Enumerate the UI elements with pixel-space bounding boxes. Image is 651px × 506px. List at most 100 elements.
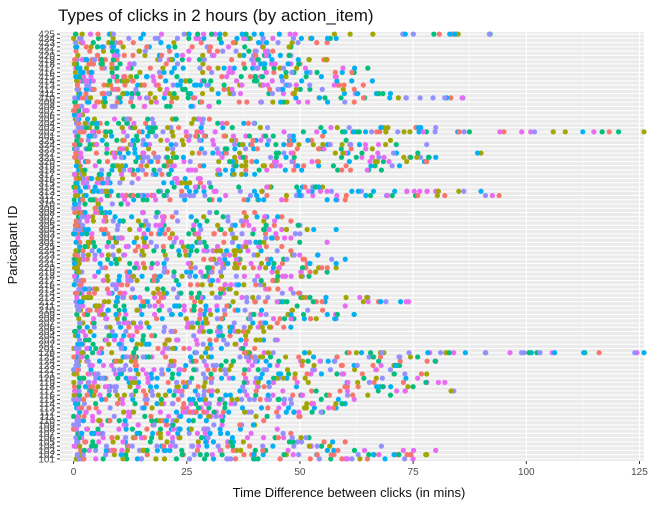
- data-point: [255, 379, 261, 386]
- data-point: [222, 256, 228, 262]
- data-point: [117, 150, 123, 156]
- data-point: [73, 74, 79, 80]
- data-point: [156, 290, 162, 296]
- data-point: [301, 316, 307, 322]
- data-point: [219, 452, 225, 458]
- data-point: [151, 273, 158, 279]
- data-point: [99, 90, 105, 97]
- data-point: [335, 167, 341, 173]
- data-point: [195, 31, 201, 37]
- data-point: [391, 452, 397, 458]
- data-point: [173, 116, 179, 122]
- data-point: [239, 82, 245, 88]
- data-point: [117, 40, 123, 46]
- data-point: [122, 435, 129, 441]
- data-point: [114, 282, 121, 288]
- y-tick-label: 211: [39, 301, 55, 312]
- data-point: [172, 443, 179, 449]
- data-point: [383, 129, 389, 135]
- data-point: [83, 409, 89, 415]
- data-point: [324, 197, 330, 203]
- data-point: [262, 299, 268, 305]
- data-point: [353, 154, 359, 160]
- data-point: [133, 133, 140, 139]
- data-point: [113, 299, 120, 305]
- data-point: [519, 129, 525, 135]
- data-point: [82, 439, 88, 445]
- data-point: [188, 426, 194, 432]
- data-point: [402, 388, 408, 394]
- data-point: [203, 362, 209, 369]
- data-point: [107, 405, 113, 411]
- data-point: [242, 307, 248, 313]
- data-point: [260, 82, 266, 88]
- y-tick-label: 205: [38, 327, 55, 338]
- data-point: [157, 74, 164, 80]
- data-point: [73, 222, 79, 228]
- y-tick-label: 420: [38, 51, 55, 62]
- data-point: [141, 150, 147, 156]
- data-point: [221, 133, 227, 139]
- data-point: [95, 175, 101, 182]
- data-point: [179, 392, 185, 398]
- data-point: [354, 362, 360, 369]
- y-tick-label: 418: [38, 59, 55, 70]
- data-point: [378, 299, 384, 305]
- data-point: [241, 379, 247, 386]
- data-point: [270, 379, 276, 386]
- data-point: [133, 345, 139, 352]
- data-point: [148, 158, 154, 165]
- data-point: [243, 239, 249, 245]
- data-point: [101, 299, 108, 305]
- data-point: [251, 311, 257, 318]
- data-point: [424, 371, 430, 377]
- data-point: [174, 303, 180, 309]
- data-point: [208, 184, 214, 190]
- data-point: [179, 447, 185, 453]
- data-point: [368, 129, 375, 135]
- data-point: [286, 141, 292, 148]
- data-point: [200, 61, 206, 67]
- data-point: [138, 35, 144, 41]
- data-point: [182, 86, 188, 92]
- data-point: [111, 413, 117, 419]
- data-point: [158, 294, 164, 301]
- data-point: [181, 307, 187, 313]
- data-point: [261, 367, 267, 373]
- data-point: [305, 379, 311, 386]
- data-point: [250, 65, 256, 71]
- data-point: [72, 328, 78, 335]
- data-point: [247, 74, 254, 80]
- data-point: [303, 405, 309, 411]
- data-point: [177, 435, 183, 441]
- data-point: [341, 82, 347, 88]
- data-point: [99, 65, 105, 71]
- data-point: [124, 120, 130, 126]
- data-point: [251, 61, 257, 67]
- data-point: [423, 379, 429, 386]
- data-point: [135, 167, 141, 173]
- data-point: [239, 171, 245, 177]
- data-point: [383, 299, 389, 305]
- data-point: [341, 90, 348, 97]
- data-point: [180, 379, 186, 386]
- data-point: [203, 401, 209, 407]
- data-point: [158, 401, 164, 407]
- data-point: [281, 235, 288, 241]
- data-point: [125, 65, 131, 71]
- data-point: [280, 388, 286, 394]
- data-point: [396, 452, 402, 458]
- data-point: [446, 350, 452, 356]
- data-point: [106, 171, 112, 177]
- data-point: [347, 167, 354, 173]
- data-point: [126, 35, 132, 41]
- data-point: [104, 243, 110, 250]
- data-point: [207, 430, 213, 436]
- data-point: [71, 197, 77, 203]
- data-point: [78, 137, 84, 143]
- data-point: [130, 52, 136, 58]
- data-point: [91, 188, 97, 194]
- data-point: [101, 103, 107, 109]
- data-point: [178, 239, 185, 245]
- y-tick-label: 215: [38, 284, 55, 295]
